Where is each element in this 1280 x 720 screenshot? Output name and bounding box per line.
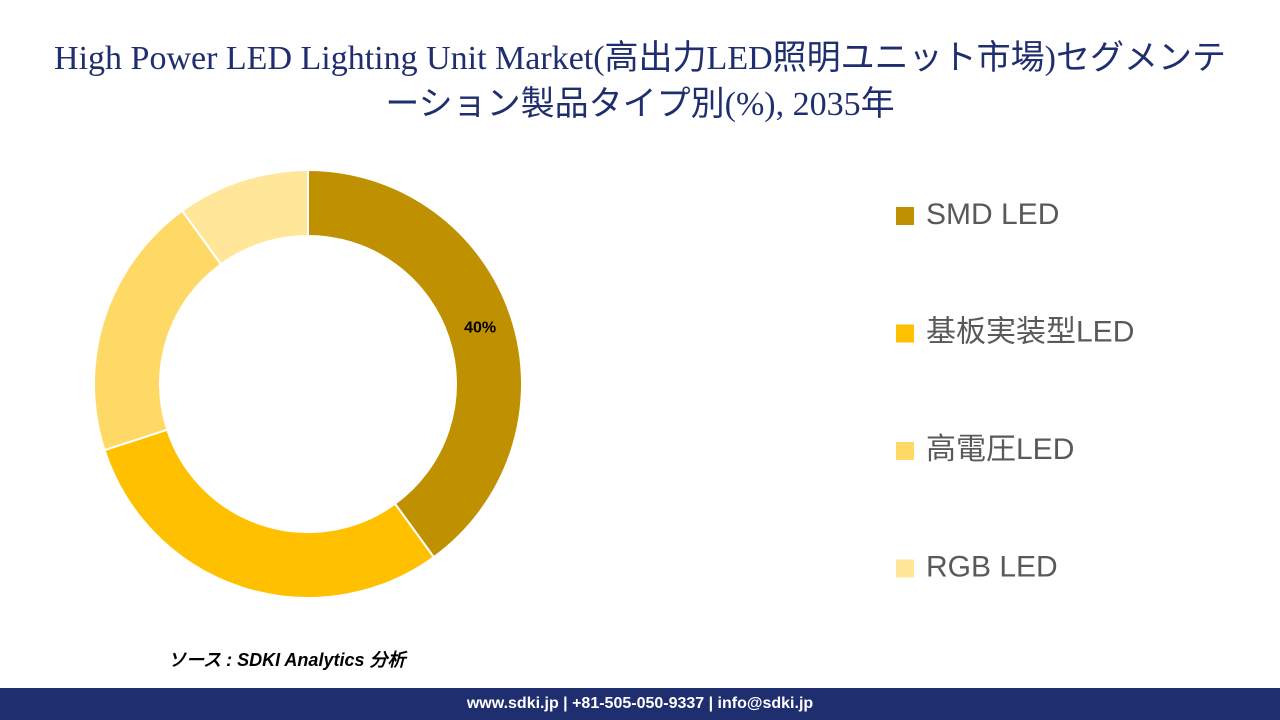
legend-swatch (896, 442, 914, 460)
chart-title: High Power LED Lighting Unit Market(高出力L… (54, 40, 1226, 123)
source: ソース : SDKI Analytics 分析 (168, 650, 406, 670)
legend-swatch (896, 324, 914, 343)
chart: 40% SMD LED 基板実装型LED 高電圧LED RGB LED (93, 168, 1134, 599)
donut-segment (307, 168, 523, 559)
legend-swatch (896, 559, 914, 578)
legend-label: 高電圧LED (926, 433, 1074, 466)
donut-segment (180, 168, 309, 266)
legend-label: SMD LED (926, 198, 1059, 231)
legend-swatch (896, 207, 914, 225)
legend-label: 基板実装型LED (926, 315, 1134, 348)
donut-segment (103, 428, 436, 599)
donut-segment (93, 209, 223, 452)
legend-label: RGB LED (926, 550, 1058, 583)
data-label: 40% (464, 319, 496, 336)
footer: www.sdki.jp | +81-505-050-9337 | info@sd… (0, 688, 1280, 720)
